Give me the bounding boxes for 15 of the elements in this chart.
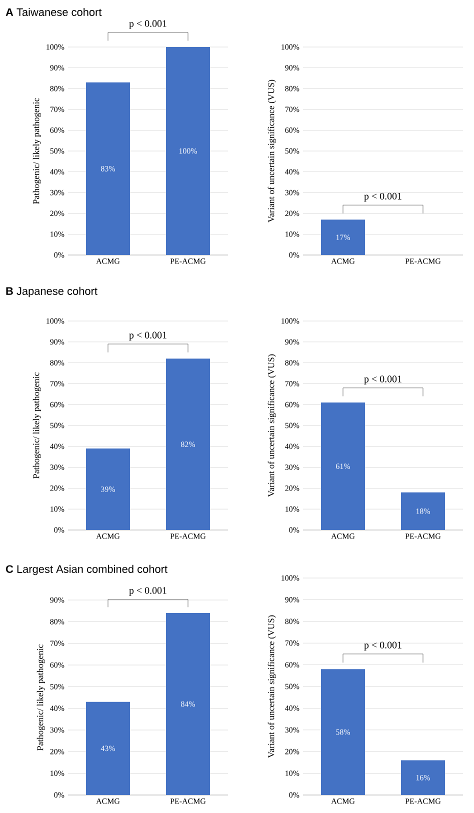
annotation: p < 0.001	[129, 332, 166, 340]
y-axis-title: Pathogenic/ likely pathogenic	[32, 98, 42, 204]
annotation: p < 0.001	[364, 376, 402, 384]
annotation: p < 0.001	[364, 642, 402, 650]
y-axis-title: Pathogenic/ likely pathogenic	[32, 372, 42, 479]
chart-title: C Largest Asian combined cohort	[6, 564, 168, 576]
y-axis-title: Variant of uncertain significance (VUS)	[268, 354, 276, 497]
text: p < 0.001	[129, 587, 166, 596]
y-axis-title: Variant of uncertain significance (VUS)	[268, 615, 276, 758]
chart-title: B Japanese cohort	[6, 286, 98, 298]
y-axis-title: Variant of uncertain significance (VUS)	[268, 80, 276, 222]
text: p < 0.001	[129, 20, 166, 29]
y-axis-title: Pathogenic/ likely pathogenic	[36, 644, 46, 751]
annotation: p < 0.001	[364, 192, 402, 202]
chart-title: A Taiwanese cohort	[6, 8, 102, 16]
